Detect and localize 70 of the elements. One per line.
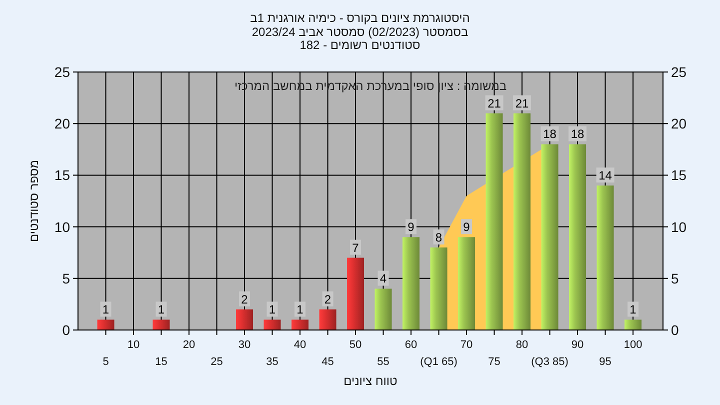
- data-label: 1: [102, 302, 110, 317]
- data-label: 18: [570, 127, 585, 142]
- data-label: 4: [380, 272, 387, 286]
- y2-tick-label: 20: [671, 116, 687, 132]
- x-tick-label: 50: [349, 339, 362, 351]
- data-label: 1: [268, 302, 276, 317]
- y-tick-label: 0: [62, 322, 70, 338]
- y2-tick-label: 15: [671, 167, 687, 184]
- x-tick-label: 25: [210, 356, 223, 368]
- bar: [596, 186, 614, 330]
- y2-tick-label: 10: [671, 218, 687, 235]
- data-label: 2: [241, 292, 248, 306]
- x-tick-label: 55: [377, 356, 390, 368]
- data-label: 21: [515, 96, 530, 110]
- data-label: 21: [488, 96, 502, 110]
- x-tick-label: 95: [599, 356, 612, 368]
- data-label: 1: [296, 302, 304, 317]
- bar: [319, 309, 336, 330]
- data-label: 9: [463, 220, 470, 234]
- data-label: 14: [598, 168, 612, 183]
- bar: [458, 237, 476, 330]
- y-tick-label: 10: [54, 218, 70, 235]
- bar: [347, 258, 364, 330]
- data-label: 18: [543, 127, 557, 142]
- x-tick-label: 10: [127, 339, 140, 351]
- x-tick-label: 30: [238, 339, 251, 351]
- y2-tick-label: 0: [671, 322, 679, 338]
- y-tick-label: 25: [54, 64, 70, 80]
- bar: [430, 247, 448, 330]
- y-tick-label: 15: [54, 167, 70, 184]
- chart-subtitle: בסמסטר (02/2023) סמסטר אביב 2023/24 סטודנטים רשומים - 182: [252, 25, 468, 52]
- bar: [514, 113, 531, 330]
- x-tick-label: 90: [571, 339, 584, 351]
- x-axis-title: טווח ציונים: [344, 374, 398, 388]
- bar: [292, 320, 309, 330]
- data-label: 7: [352, 240, 360, 255]
- x-tick-label: 45: [322, 356, 334, 368]
- bar: [624, 320, 642, 330]
- bar: [569, 144, 586, 330]
- x-tick-label: 40: [294, 339, 306, 351]
- data-label: 8: [435, 230, 442, 244]
- bar: [97, 320, 114, 330]
- x-tick-label: 5: [102, 356, 109, 368]
- bar: [486, 113, 503, 330]
- bar: [541, 144, 558, 330]
- y-axis-title: מספר סטודנטים: [27, 160, 41, 242]
- x-tick-label: (Q3 85): [531, 356, 568, 368]
- x-tick-label: 60: [404, 339, 418, 351]
- bar: [264, 320, 281, 330]
- data-label: 2: [324, 292, 332, 306]
- y-tick-label: 20: [54, 116, 70, 132]
- bar: [374, 288, 392, 330]
- x-tick-label: 80: [516, 339, 528, 351]
- bar: [402, 237, 420, 330]
- y-tick-label: 5: [62, 270, 70, 286]
- x-tick-label: 75: [488, 356, 500, 368]
- bar: [236, 309, 254, 330]
- chart-title: היסטוגרמת ציונים בקורס - כימיה אורגנית 1ב: [250, 11, 470, 25]
- bar: [152, 320, 170, 330]
- x-tick-label: 70: [460, 339, 473, 351]
- data-label: 9: [408, 220, 415, 234]
- x-tick-label: (Q1 65): [420, 356, 458, 368]
- data-label: 1: [630, 302, 637, 317]
- y2-tick-label: 25: [671, 64, 687, 80]
- x-tick-label: 35: [266, 356, 278, 368]
- x-tick-label: 15: [155, 356, 168, 368]
- y2-tick-label: 5: [671, 270, 679, 286]
- x-tick-label: 100: [624, 339, 642, 351]
- data-label: 1: [158, 302, 165, 317]
- x-tick-label: 20: [182, 339, 196, 351]
